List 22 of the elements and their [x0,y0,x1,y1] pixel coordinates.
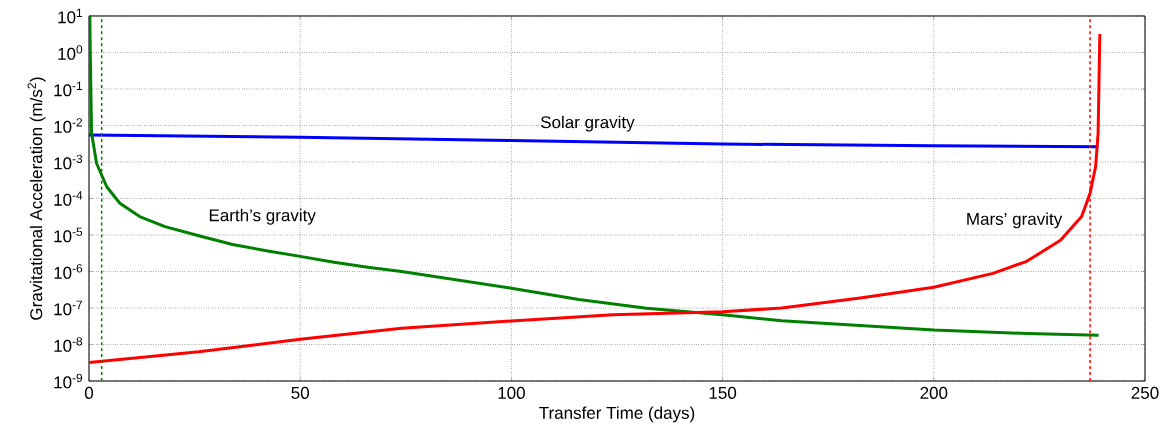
x-tick-label: 250 [1131,386,1159,399]
y-tick-label: 10$^{-7}$ [54,300,83,316]
y-tick-label: 10$^{-4}$ [54,191,83,206]
x-tick-label: 150 [709,386,737,399]
y-axis-title: Gravitational Acceleration (m/s$^{2}$) [27,77,46,320]
y-tick-label: 10$^{-5}$ [54,227,83,243]
series-label: Mars’ gravity [967,212,1063,229]
y-tick-label: 10$^{-2}$ [54,118,83,133]
y-tick-label: 10$^{0}$ [58,45,83,60]
y-tick-label: 10$^{-6}$ [54,264,83,279]
y-tick-label: 10$^{-8}$ [54,337,83,352]
series-label: Earth’s gravity [209,208,316,225]
x-tick-label: 200 [920,386,948,399]
x-tick-label: 0 [84,386,94,399]
x-tick-label: 100 [498,386,525,399]
y-tick-label: 10$^{-3}$ [54,154,83,170]
x-tick-label: 50 [291,386,309,399]
y-tick-label: 10$^{-9}$ [54,373,83,389]
y-tick-label: 10$^{1}$ [58,8,83,24]
series-label: Solar gravity [540,115,635,132]
x-axis-title: Transfer Time (days) [539,406,695,423]
y-tick-label: 10$^{-1}$ [54,81,83,97]
